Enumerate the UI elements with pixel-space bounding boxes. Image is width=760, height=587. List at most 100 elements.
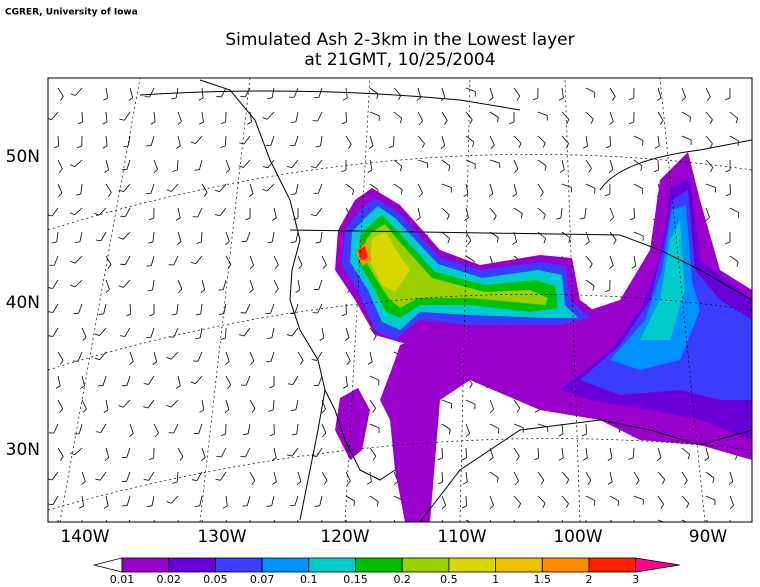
wind-barb-tick <box>659 120 664 125</box>
wind-barb-tick <box>579 217 585 220</box>
wind-barb-tick <box>640 165 643 171</box>
wind-barb-tick <box>399 166 403 172</box>
wind-barb <box>609 159 614 170</box>
wind-barb-tick <box>314 505 320 507</box>
wind-barb-tick <box>296 481 302 485</box>
wind-barb-tick <box>368 145 374 149</box>
wind-barb <box>537 207 546 216</box>
wind-barb <box>122 399 131 408</box>
wind-barb <box>465 159 476 165</box>
wind-barb <box>465 519 471 522</box>
wind-barb-tick <box>542 142 546 148</box>
wind-barb-tick <box>593 500 596 506</box>
wind-barb-tick <box>447 238 450 244</box>
wind-barb <box>705 519 709 522</box>
wind-barb <box>153 423 159 434</box>
wind-barb-tick <box>238 165 244 168</box>
wind-barb <box>321 327 325 338</box>
wind-barb-tick <box>53 145 59 149</box>
wind-barb <box>81 375 85 386</box>
wind-barb <box>249 471 256 481</box>
wind-barb-tick <box>176 241 182 245</box>
wind-barb-tick <box>373 335 377 341</box>
wind-barb <box>147 399 155 409</box>
wind-barb <box>609 87 616 97</box>
wind-barb <box>465 87 476 93</box>
wind-barb-tick <box>298 264 303 269</box>
wind-barb <box>561 87 564 98</box>
wind-barb <box>105 447 110 458</box>
colorbar-label: 0.02 <box>156 573 181 586</box>
wind-barb <box>124 207 131 217</box>
wind-barb-tick <box>512 530 516 533</box>
wind-barb-tick <box>220 337 226 340</box>
wind-barb-tick <box>262 188 268 192</box>
wind-barb-tick <box>69 164 75 168</box>
wind-barb <box>171 183 179 192</box>
wind-barb-tick <box>342 97 348 101</box>
wind-barb-tick <box>346 360 351 365</box>
wind-barb-tick <box>81 481 86 485</box>
wind-barb-tick <box>440 145 445 149</box>
wind-barb <box>585 159 592 169</box>
wind-barb <box>537 447 539 459</box>
wind-barb <box>219 207 227 217</box>
ash-plume <box>335 152 752 522</box>
wind-barb-tick <box>76 145 82 149</box>
wind-barb-tick <box>609 121 614 125</box>
wind-barb <box>393 183 403 190</box>
wind-barb-tick <box>59 360 64 365</box>
wind-barb-tick <box>198 97 204 101</box>
wind-barb <box>513 447 520 457</box>
wind-barb <box>57 159 63 170</box>
wind-barb <box>585 255 593 265</box>
wind-barb <box>294 303 299 314</box>
wind-barb-tick <box>725 169 731 173</box>
wind-barb-tick <box>366 481 372 485</box>
wind-barb-tick <box>58 168 63 173</box>
wind-barb <box>294 135 299 146</box>
wind-barb-tick <box>262 166 268 169</box>
wind-barb <box>561 159 565 170</box>
wind-barb-tick <box>629 217 635 221</box>
wind-barb-tick <box>448 165 451 171</box>
wind-barb-tick <box>178 288 183 293</box>
wind-barb-tick <box>242 505 248 507</box>
wind-barb-tick <box>512 193 517 197</box>
wind-barb-tick <box>319 337 325 341</box>
wind-barb <box>297 471 302 482</box>
wind-barb-tick <box>250 360 255 365</box>
wind-barb-tick <box>437 457 443 461</box>
wind-barb-tick <box>75 193 81 196</box>
wind-barb <box>249 255 255 266</box>
wind-barb <box>52 279 59 289</box>
wind-barb-tick <box>251 408 256 413</box>
wind-barb <box>219 183 227 192</box>
wind-barb-tick <box>48 287 53 289</box>
wind-barb <box>51 207 59 217</box>
wind-barb-tick <box>628 530 633 531</box>
wind-barb <box>75 87 83 96</box>
wind-barb-tick <box>70 260 76 264</box>
wind-barb-tick <box>152 361 157 365</box>
wind-barb-tick <box>190 381 196 385</box>
wind-barb <box>369 375 380 381</box>
wind-barb-tick <box>290 193 296 195</box>
wind-barb <box>103 303 107 314</box>
wind-barb <box>170 399 179 408</box>
wind-barb-tick <box>496 477 499 483</box>
wind-barb <box>705 135 713 144</box>
wind-barb-tick <box>70 212 75 216</box>
wind-barb-tick <box>462 481 468 485</box>
wind-barb-tick <box>166 357 172 360</box>
wind-barb <box>561 519 564 522</box>
colorbar-label: 0.07 <box>250 573 275 586</box>
wind-barb-tick <box>341 313 347 317</box>
colorbar-box <box>541 557 590 573</box>
wind-barb-tick <box>488 97 494 101</box>
wind-barb <box>151 495 155 506</box>
wind-barb <box>318 375 323 386</box>
wind-barb <box>489 159 500 164</box>
wind-barb-tick <box>199 409 205 413</box>
wind-barb <box>609 111 614 122</box>
